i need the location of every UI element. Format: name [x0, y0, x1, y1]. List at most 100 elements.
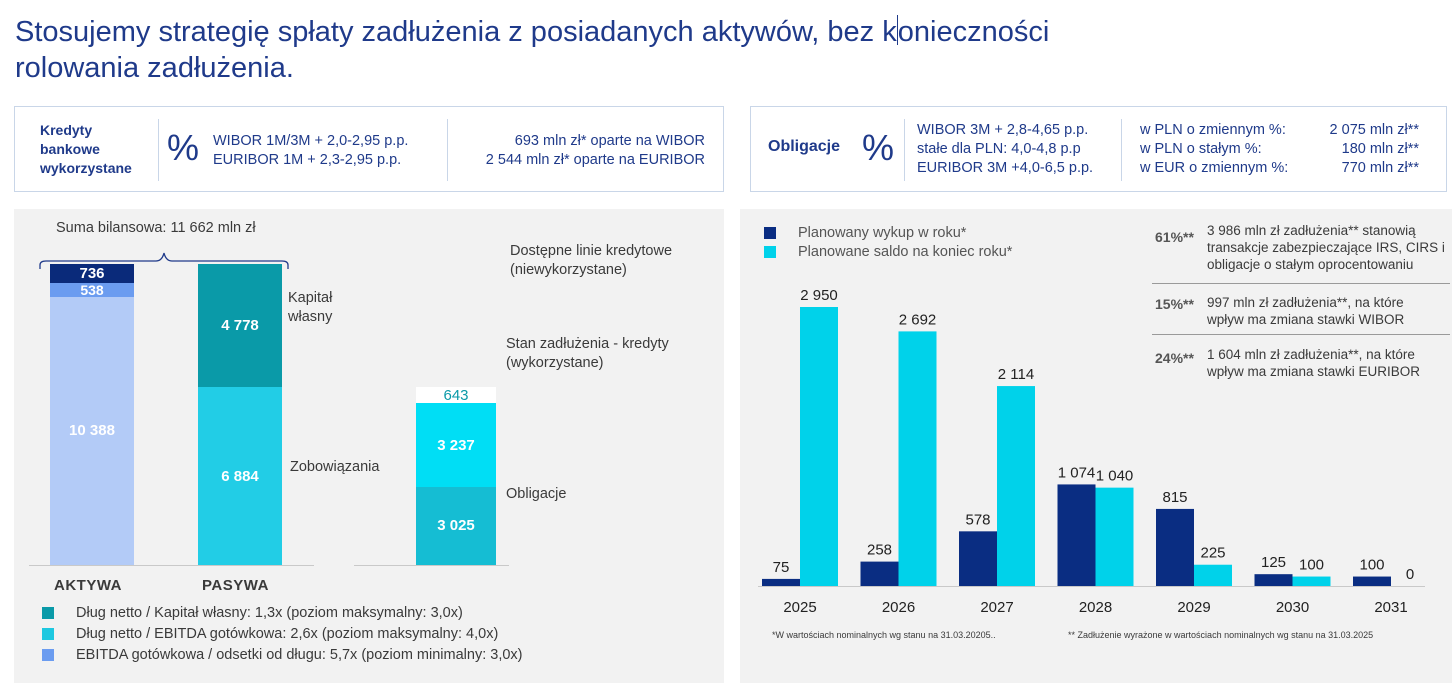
label-obligacje: Obligacje — [506, 486, 567, 502]
bar-value-label: 2 692 — [899, 311, 937, 328]
balance-sum-label: Suma bilansowa: 11 662 mln zł — [56, 220, 256, 236]
bank-loans-box: Kredyty bankowe wykorzystane % WIBOR 1M/… — [14, 106, 724, 192]
bar-wykup — [1254, 574, 1293, 586]
bar-wykup — [1057, 484, 1096, 586]
info-text-wibor: 997 mln zł zadłużenia**, na które wpływ … — [1207, 295, 1405, 327]
bar-wykup — [1156, 508, 1194, 586]
bar-saldo — [1194, 564, 1232, 586]
percent-icon: % — [862, 127, 895, 168]
divider — [447, 119, 448, 181]
loan-amounts: 693 mln zł* oparte na WIBOR 2 544 mln zł… — [485, 133, 705, 168]
balance-bars: 10 388 538 736 6 884 4 778 3 025 3 237 643 — [14, 209, 724, 683]
bar-value-label: 1 074 — [1058, 464, 1096, 481]
label-stan-zadluzenia: Stan zadłużenia - kredyty (wykorzystane) — [506, 336, 669, 371]
bar-saldo — [898, 331, 937, 586]
bonds-label: Obligacje — [768, 138, 841, 155]
bar-value-label: 0 — [1406, 566, 1414, 583]
info-text-euribor: 1 604 mln zł zadłużenia**, na które wpły… — [1207, 347, 1421, 379]
bar-segment: 4 778 — [198, 264, 282, 388]
bond-currency-values: 2 075 mln zł** 180 mln zł** 770 mln zł** — [1329, 122, 1419, 176]
x-tick-label: 2025 — [783, 599, 816, 616]
bar-value-label: 10 388 — [69, 422, 115, 440]
bar-value-label: 538 — [80, 281, 104, 298]
divider — [158, 119, 159, 181]
text-cursor — [896, 15, 898, 45]
label-linie-kredytowe: Dostępne linie kredytowe (niewykorzystan… — [510, 243, 673, 278]
bar-value-label: 100 — [1299, 557, 1324, 574]
kpi-row: Dług netto / EBITDA gotówkowa: 2,6x (poz… — [42, 626, 498, 642]
category-pasywa: PASYWA — [202, 577, 269, 594]
bar-value-label: 643 — [443, 386, 469, 404]
bar-value-label: 6 884 — [221, 467, 259, 485]
info-pct-15: 15%** — [1155, 296, 1194, 312]
category-aktywa: AKTYWA — [54, 577, 122, 594]
bond-currency-labels: w PLN o zmiennym %: w PLN o stałym %: w … — [1140, 122, 1289, 176]
debt-schedule-chart: 75 2 950 2025 258 2 692 2026 578 2 114 2027 1 074… — [758, 287, 1425, 616]
label-zobowiazania: Zobowiązania — [290, 459, 380, 475]
balance-sheet-panel: Suma bilansowa: 11 662 mln zł 10 388 538 7… — [14, 209, 724, 683]
bar-wykup — [762, 578, 800, 586]
footnote-debt: ** Zadłużenie wyrażone w wartościach nom… — [1068, 630, 1374, 640]
bar-segment: 538 — [50, 281, 134, 298]
bar-segment: 736 — [50, 264, 134, 283]
legend-item-saldo: Planowane saldo na koniec roku* — [764, 244, 1012, 260]
bar-value-label: 3 237 — [437, 436, 475, 454]
bar-saldo — [800, 307, 838, 586]
bar-value-label: 258 — [867, 542, 892, 559]
kpi-swatch — [42, 649, 54, 661]
bar-value-label: 4 778 — [221, 317, 259, 335]
x-tick-label: 2027 — [980, 599, 1013, 616]
bar-saldo — [997, 386, 1035, 586]
sum-brace — [39, 252, 289, 269]
bar-value-label: 2 114 — [998, 366, 1034, 383]
x-tick-label: 2029 — [1177, 599, 1210, 616]
divider — [1121, 119, 1122, 181]
x-tick-label: 2031 — [1374, 599, 1407, 616]
bar-value-label: 3 025 — [437, 517, 475, 535]
x-tick-label: 2030 — [1276, 599, 1309, 616]
info-pct-24: 24%** — [1155, 350, 1194, 366]
bonds-box: Obligacje % WIBOR 3M + 2,8-4,65 p.p. sta… — [750, 106, 1447, 192]
divider — [1152, 334, 1450, 335]
legend-swatch — [764, 227, 776, 239]
bar-wykup — [860, 561, 899, 586]
bar-value-label: 75 — [773, 559, 790, 576]
bar-segment: 643 — [416, 387, 496, 404]
x-tick-label: 2026 — [882, 599, 915, 616]
bar-value-label: 100 — [1359, 557, 1384, 574]
debt-schedule-panel: Planowany wykup w roku* Planowane saldo … — [740, 209, 1452, 683]
page-title: Stosujemy strategię spłaty zadłużenia z … — [15, 15, 1050, 84]
info-text-irs: 3 986 mln zł zadłużenia** stanowią trans… — [1207, 223, 1445, 272]
divider — [1152, 283, 1450, 284]
legend-swatch — [764, 246, 776, 258]
bar-value-label: 125 — [1261, 554, 1286, 571]
bar-value-label: 736 — [79, 264, 105, 282]
axis-line — [29, 565, 314, 566]
bar-saldo — [1292, 576, 1331, 586]
bar-value-label: 225 — [1200, 545, 1225, 562]
bar-segment: 10 388 — [50, 296, 134, 565]
legend-item-wykup: Planowany wykup w roku* — [764, 225, 966, 241]
bar-wykup — [959, 531, 997, 586]
info-pct-61: 61%** — [1155, 229, 1194, 245]
label-kapital-wlasny: Kapitał własny — [288, 290, 333, 325]
footnote-nominal: *W wartościach nominalnych wg stanu na 3… — [772, 630, 996, 640]
bar-value-label: 1 040 — [1096, 468, 1134, 485]
bond-rates: WIBOR 3M + 2,8-4,65 p.p. stałe dla PLN: … — [917, 122, 1094, 176]
bar-value-label: 578 — [965, 511, 990, 528]
bar-wykup — [1353, 576, 1391, 586]
kpi-swatch — [42, 628, 54, 640]
percent-icon: % — [167, 127, 200, 168]
bar-segment: 3 237 — [416, 403, 496, 487]
bar-value-label: 815 — [1162, 489, 1187, 506]
bank-loans-label: Kredyty bankowe wykorzystane — [40, 122, 132, 176]
x-tick-label: 2028 — [1079, 599, 1112, 616]
kpi-swatch — [42, 607, 54, 619]
divider — [904, 119, 905, 181]
bar-segment: 3 025 — [416, 486, 496, 565]
bar-segment: 6 884 — [198, 387, 282, 565]
kpi-row: Dług netto / Kapitał własny: 1,3x (pozio… — [42, 605, 463, 621]
loan-rates: WIBOR 1M/3M + 2,0-2,95 p.p. EURIBOR 1M +… — [213, 133, 409, 168]
bar-value-label: 2 950 — [800, 287, 838, 304]
axis-line — [354, 565, 509, 566]
